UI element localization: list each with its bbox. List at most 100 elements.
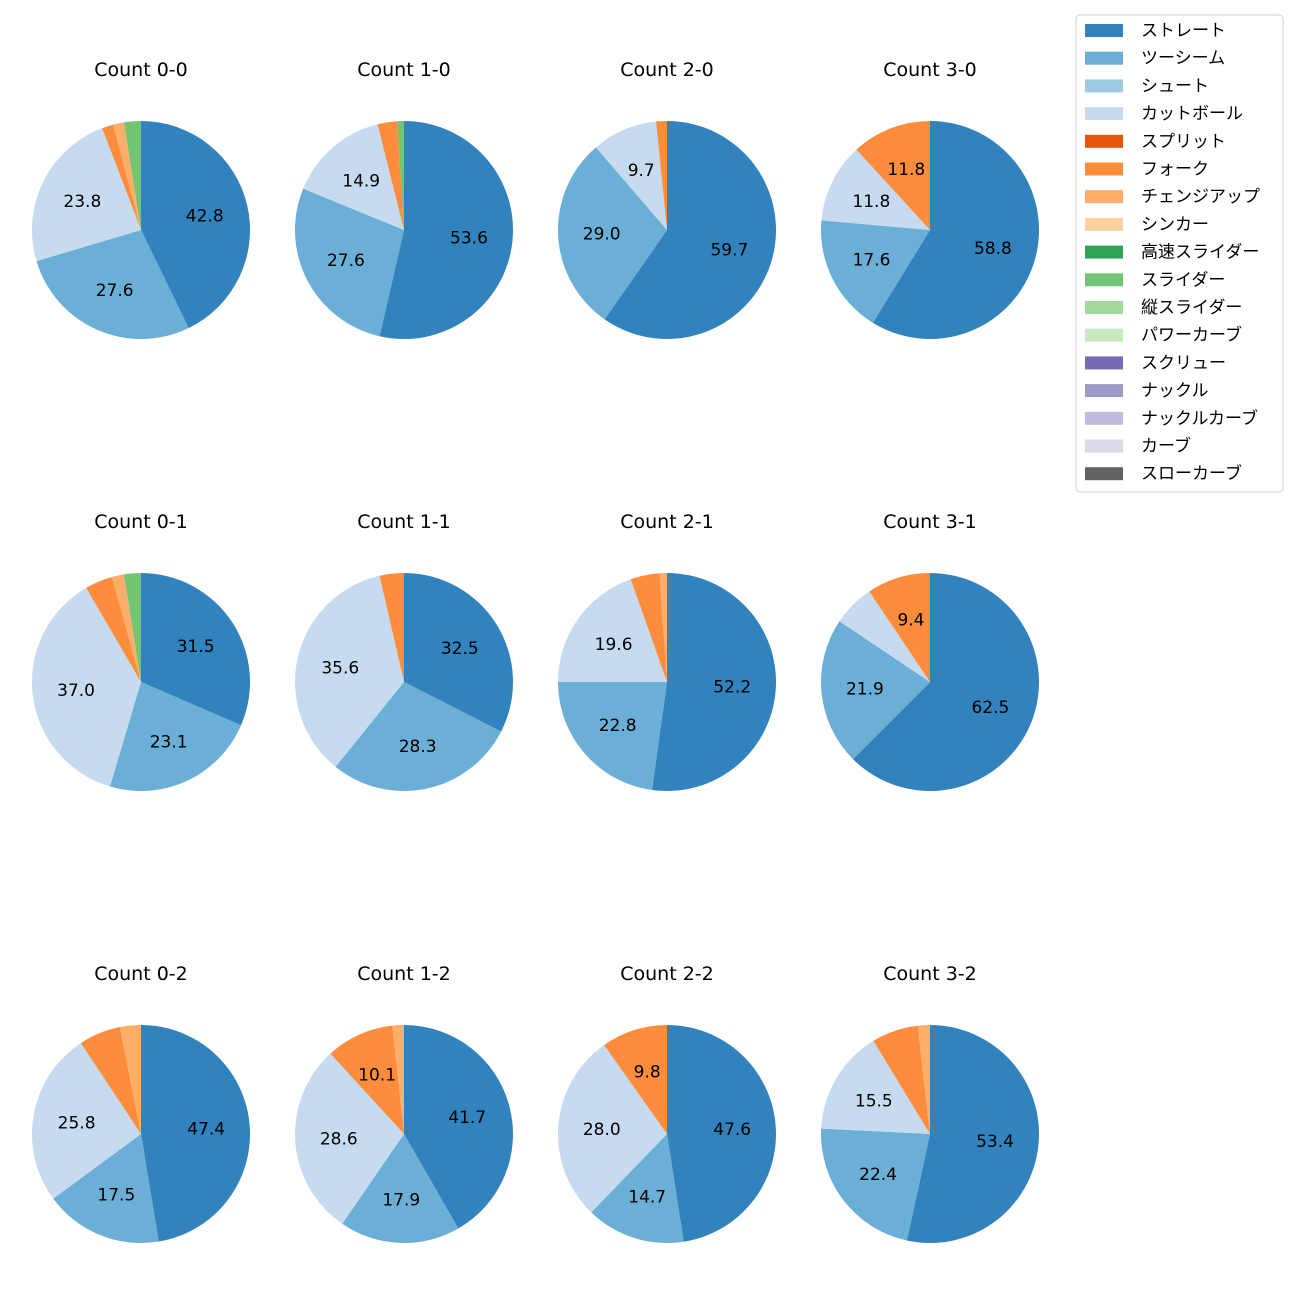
pie-chart: Count 0-0 42.8 27.6 23.8	[31, 59, 251, 340]
legend-label: シュート	[1141, 76, 1209, 96]
slice-value-label: 58.8	[974, 239, 1012, 259]
pie-chart: Count 2-1 52.2 22.8 19.6	[558, 511, 777, 791]
pie-slice	[102, 124, 141, 230]
slice-value-label: 31.5	[177, 637, 215, 657]
pie-title: Count 3-0	[883, 59, 977, 81]
legend-item: ツーシーム	[1085, 49, 1225, 69]
pie-slice	[873, 1025, 930, 1134]
pie-slice	[821, 149, 930, 230]
legend-item: スローカーブ	[1085, 463, 1242, 484]
pie-slice	[906, 1025, 1040, 1243]
pie-title: Count 2-1	[620, 511, 714, 533]
legend-label: ナックルカーブ	[1141, 408, 1258, 429]
pie-slice	[141, 121, 251, 329]
legend-item: シンカー	[1085, 215, 1209, 235]
legend-swatch	[1085, 162, 1123, 176]
pie-title: Count 2-0	[620, 59, 714, 81]
slice-value-label: 37.0	[57, 681, 95, 701]
pie-slice	[379, 121, 514, 339]
slice-value-label: 41.7	[448, 1108, 486, 1128]
legend-item: フォーク	[1085, 160, 1209, 180]
pie-slice	[303, 124, 404, 230]
pie-slice	[558, 579, 667, 682]
legend-swatch	[1085, 273, 1123, 287]
slice-value-label: 35.6	[321, 658, 359, 678]
slice-value-label: 29.0	[583, 224, 621, 244]
pie-charts: Count 0-0 42.8 27.6 23.8 Count 1-0 53.6 27.6 14…	[31, 59, 1040, 1244]
legend-swatch	[1085, 51, 1123, 65]
legend-frame	[1075, 14, 1284, 493]
pie-title: Count 3-1	[883, 511, 977, 533]
legend-label: スライダー	[1141, 270, 1225, 290]
pie-chart: Count 2-2 47.6 14.7 28.0 9.8	[558, 963, 776, 1243]
slice-value-label: 47.6	[713, 1120, 751, 1140]
pie-chart: Count 3-1 62.5 21.9 9.4	[821, 511, 1040, 791]
pie-slice	[32, 1043, 141, 1199]
pie-slice	[31, 587, 142, 787]
legend-label: カーブ	[1141, 436, 1191, 457]
legend-label: スプリット	[1141, 132, 1226, 152]
legend-label: シンカー	[1141, 215, 1209, 235]
slice-value-label: 27.6	[96, 281, 134, 301]
pie-slice	[86, 576, 141, 682]
pie-slice	[141, 1025, 251, 1242]
pie-slice	[856, 121, 930, 230]
pie-slice	[397, 121, 404, 230]
pie-chart: Count 1-1 32.5 28.3 35.6	[295, 511, 513, 791]
legend-label: カットボール	[1141, 104, 1243, 124]
slice-value-label: 59.7	[710, 241, 748, 261]
slice-labels: 32.5 28.3 35.6	[321, 639, 478, 757]
legend-swatch	[1085, 190, 1123, 204]
legend-label: チェンジアップ	[1141, 187, 1260, 207]
legend-label: ナックル	[1141, 381, 1209, 401]
slice-value-label: 27.6	[327, 251, 365, 271]
pie-slice	[821, 1040, 930, 1134]
legend-swatch	[1085, 301, 1123, 314]
pie-chart: Count 2-0 59.7 29.0 9.7	[558, 59, 777, 339]
pie-slice	[295, 575, 404, 767]
pie-slice	[111, 574, 141, 682]
pie-chart: Count 0-2 47.4 17.5 25.8	[32, 963, 251, 1244]
pie-title: Count 1-2	[357, 963, 451, 985]
legend-swatch	[1085, 24, 1123, 37]
legend-item: 高速スライダー	[1085, 243, 1259, 263]
slice-labels: 31.5 23.1 37.0	[57, 637, 214, 752]
pie-slice	[604, 121, 777, 339]
slice-value-label: 9.4	[897, 610, 924, 630]
slice-value-label: 53.6	[450, 228, 488, 248]
slice-labels: 52.2 22.8 19.6	[595, 635, 751, 736]
pie-slice	[141, 573, 251, 726]
slice-value-label: 52.2	[713, 678, 751, 698]
pie-slice	[53, 1134, 159, 1244]
slice-labels: 59.7 29.0 9.7	[583, 161, 749, 261]
pie-slice	[294, 1053, 404, 1224]
legend-swatch	[1085, 217, 1123, 231]
legend-label: ツーシーム	[1141, 49, 1225, 69]
slice-labels: 62.5 21.9 9.4	[846, 610, 1009, 718]
pie-slice	[80, 1027, 141, 1134]
legend-item: カーブ	[1085, 436, 1191, 457]
pie-slice	[820, 220, 930, 323]
legend-swatch	[1085, 356, 1123, 370]
legend-swatch	[1085, 107, 1123, 121]
legend-swatch	[1085, 384, 1123, 398]
pie-slice	[335, 682, 502, 791]
pie-slice	[404, 1025, 513, 1229]
slice-value-label: 9.7	[628, 161, 655, 181]
slice-value-label: 62.5	[971, 698, 1009, 718]
slice-value-label: 11.8	[852, 192, 890, 212]
legend-label: 縦スライダー	[1141, 298, 1242, 318]
legend-item: ナックル	[1085, 381, 1209, 401]
legend-item: 縦スライダー	[1085, 298, 1242, 318]
pie-slice	[342, 1134, 459, 1244]
pie-slice	[31, 128, 142, 262]
pie-chart: Count 1-0 53.6 27.6 14.9	[295, 59, 514, 339]
slice-value-label: 9.8	[634, 1063, 661, 1083]
slice-labels: 47.4 17.5 25.8	[58, 1114, 225, 1206]
pie-slice	[917, 1025, 930, 1134]
legend-items: ストレートツーシームシュートカットボールスプリットフォークチェンジアップシンカー…	[1085, 21, 1260, 484]
slice-value-label: 28.3	[399, 737, 437, 757]
slice-value-label: 21.9	[846, 679, 884, 699]
pie-slice	[123, 573, 141, 682]
pie-title: Count 1-0	[357, 59, 451, 81]
